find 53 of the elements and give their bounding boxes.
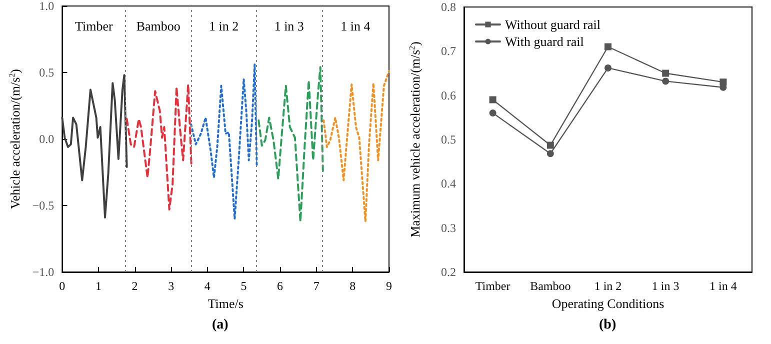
x-axis-title: Time/s <box>208 296 244 311</box>
x-tick-label: Timber <box>475 279 510 293</box>
point <box>662 78 670 85</box>
line-series <box>61 74 128 218</box>
line-series <box>258 66 324 222</box>
y-tick-label: 0.2 <box>441 265 456 279</box>
y-tick-label: 0.5 <box>441 132 456 146</box>
x-tick-label: 5 <box>240 279 247 293</box>
point <box>604 43 612 50</box>
point <box>604 64 612 72</box>
line-series <box>322 70 390 222</box>
y-tick-label: 0.0 <box>39 132 54 146</box>
annotation: Timber <box>75 18 114 34</box>
y-tick-label: −0.5 <box>32 198 54 212</box>
point <box>546 150 554 158</box>
text: (b) <box>599 318 616 332</box>
text: (a) <box>212 318 229 332</box>
point <box>489 96 496 104</box>
annotation: Bamboo <box>136 18 180 34</box>
legend-label: With guard rail <box>505 34 584 49</box>
annotation: 1 in 2 <box>208 18 239 34</box>
x-tick-label: 7 <box>313 279 320 293</box>
x-tick-label: Bamboo <box>530 279 571 293</box>
y-tick-label: 0.3 <box>441 220 456 235</box>
line-series <box>190 64 258 220</box>
x-tick-label: 1 in 3 <box>652 279 680 293</box>
annotation: 1 in 4 <box>340 18 371 34</box>
x-tick-label: 1 in 4 <box>710 279 737 293</box>
legend-label: Without guard rail <box>505 17 601 32</box>
x-tick-label: 8 <box>350 279 356 293</box>
x-tick-label: 1 in 2 <box>594 279 622 293</box>
y-tick-label: 0.7 <box>441 44 456 58</box>
point <box>662 70 670 77</box>
x-axis-title: Operating Conditions <box>552 296 664 311</box>
y-axis-title: Maximum vehicle acceleration/(m/s2) <box>408 41 422 238</box>
x-tick-label: 4 <box>204 279 210 293</box>
x-tick-label: 2 <box>132 279 138 293</box>
point <box>546 142 554 149</box>
y-tick-label: −1.0 <box>32 265 54 279</box>
point <box>489 110 496 116</box>
y-tick-label: 0.8 <box>441 0 456 14</box>
x-tick-label: 3 <box>168 279 174 293</box>
x-tick-label: 9 <box>386 279 392 293</box>
y-tick-label: 0.4 <box>441 176 456 191</box>
x-tick-label: 1 <box>95 279 102 293</box>
y-tick-label: 0.6 <box>441 88 456 102</box>
y-tick-label: 1.0 <box>39 0 54 13</box>
y-tick-label: 0.5 <box>39 66 54 80</box>
y-axis-title: Vehicle acceleration/(m/s2) <box>8 68 22 210</box>
annotation: 1 in 3 <box>274 18 304 34</box>
x-tick-label: 6 <box>277 279 284 293</box>
x-tick-label: 0 <box>59 279 66 293</box>
line-series <box>126 83 192 210</box>
